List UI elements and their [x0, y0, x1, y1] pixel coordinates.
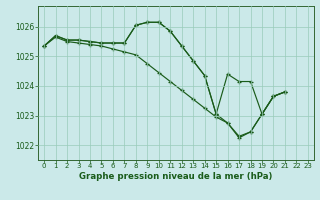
X-axis label: Graphe pression niveau de la mer (hPa): Graphe pression niveau de la mer (hPa): [79, 172, 273, 181]
